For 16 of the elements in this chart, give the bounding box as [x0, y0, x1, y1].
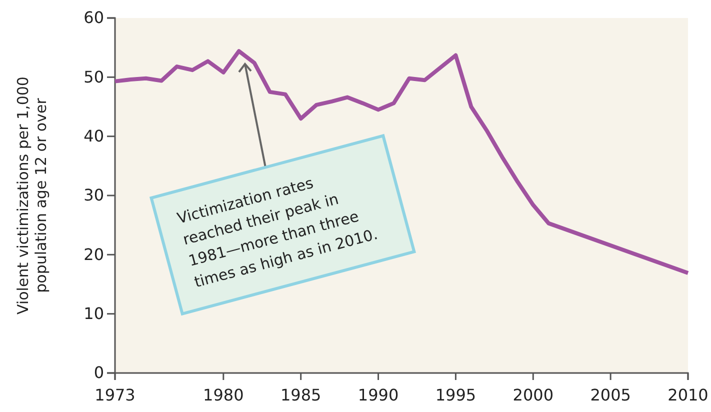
y-tick-label: 40 — [84, 126, 104, 146]
y-tick-label: 30 — [84, 186, 104, 205]
y-tick-label: 50 — [84, 67, 104, 86]
y-tick-label: 0 — [94, 363, 104, 382]
y-tick-label: 20 — [84, 244, 104, 264]
y-axis-title: Violent victimizations per 1,000 population age 12 or over — [14, 76, 50, 314]
x-tick-label: 1990 — [358, 386, 399, 405]
y-tick-label: 60 — [84, 8, 104, 28]
x-tick-label: 1985 — [280, 386, 322, 405]
x-tick-label: 1995 — [435, 386, 476, 405]
y-tick-label: 10 — [84, 304, 104, 323]
x-tick-label: 2010 — [668, 386, 708, 405]
x-tick-label: 2000 — [512, 386, 554, 405]
x-tick-label: 1973 — [94, 386, 136, 405]
x-tick-label: 2005 — [590, 386, 631, 405]
x-tick-label: 1980 — [203, 386, 244, 405]
